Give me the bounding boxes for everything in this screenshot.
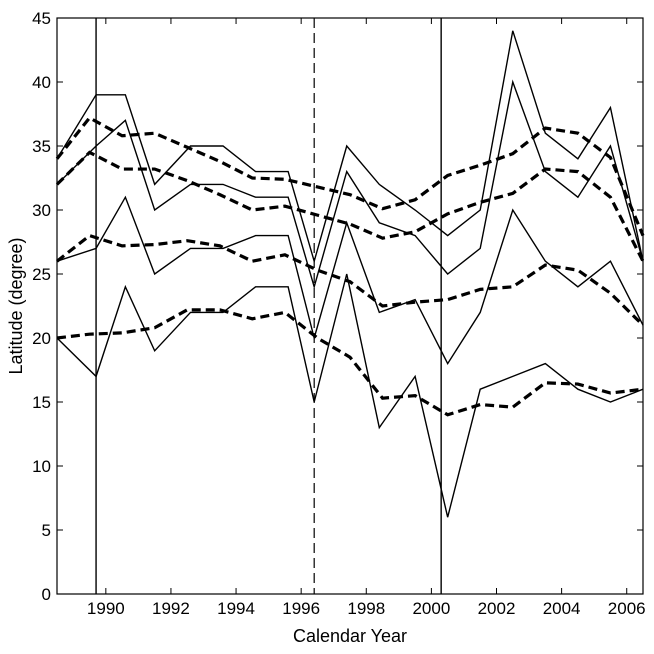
y-tick-label-45: 45: [32, 9, 51, 28]
x-tick-label-2004: 2004: [543, 599, 581, 618]
x-tick-label-1994: 1994: [217, 599, 255, 618]
x-tick-label-2002: 2002: [478, 599, 516, 618]
x-tick-label-1992: 1992: [152, 599, 190, 618]
dashed-series-5: [55, 115, 645, 237]
x-axis-label: Calendar Year: [293, 626, 407, 646]
dashed-series-7: [56, 233, 645, 327]
y-tick-label-15: 15: [32, 393, 51, 412]
y-tick-label-0: 0: [42, 585, 51, 604]
y-tick-label-25: 25: [32, 265, 51, 284]
y-tick-label-35: 35: [32, 137, 51, 156]
x-tick-label-2006: 2006: [608, 599, 646, 618]
solid-series-4: [56, 273, 644, 518]
data-series: [55, 30, 645, 518]
ticks: 1990 1992 1994 1996 1998 2000 2002 2004 2006 0 5 10…: [32, 9, 646, 618]
dashed-series-6: [55, 150, 645, 262]
y-tick-label-40: 40: [32, 73, 51, 92]
y-tick-label-5: 5: [42, 521, 51, 540]
solid-series-1: [56, 30, 644, 264]
solid-series-3: [56, 195, 644, 366]
vertical-marker-lines: [95, 18, 442, 594]
x-tick-label-2000: 2000: [412, 599, 450, 618]
x-tick-label-1996: 1996: [282, 599, 320, 618]
y-axis-label: Latitude (degree): [6, 237, 26, 374]
x-tick-label-1998: 1998: [347, 599, 385, 618]
dashed-series-8: [56, 308, 644, 417]
x-tick-label-1990: 1990: [87, 599, 125, 618]
y-tick-label-30: 30: [32, 201, 51, 220]
y-tick-label-10: 10: [32, 457, 51, 476]
y-tick-label-20: 20: [32, 329, 51, 348]
axes: [56, 17, 644, 595]
plot-frame: [56, 17, 644, 595]
solid-series-2: [56, 79, 644, 290]
